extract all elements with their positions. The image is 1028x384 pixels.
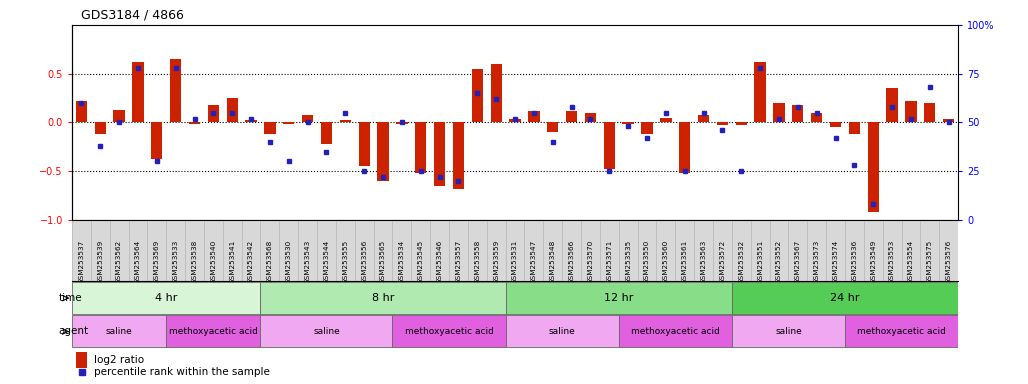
Bar [170, 59, 181, 122]
Bar [845, 315, 958, 348]
Bar [736, 122, 747, 125]
Text: saline: saline [314, 327, 340, 336]
Bar [811, 113, 822, 122]
Bar [849, 122, 860, 134]
Bar [506, 282, 732, 314]
Bar [264, 122, 276, 134]
Bar [151, 122, 162, 159]
Bar [585, 113, 596, 122]
Bar [680, 122, 691, 173]
Bar [260, 282, 506, 314]
Bar [603, 122, 615, 169]
Bar [490, 64, 502, 122]
Bar [434, 122, 445, 186]
Bar [76, 101, 87, 122]
Bar [226, 98, 237, 122]
Text: GDS3184 / 4866: GDS3184 / 4866 [81, 8, 184, 21]
Bar [623, 122, 634, 124]
Bar [260, 315, 393, 348]
Text: methoxyacetic acid: methoxyacetic acid [857, 327, 946, 336]
Bar [76, 353, 87, 368]
Bar [698, 114, 709, 122]
Bar [208, 105, 219, 122]
Text: agent: agent [59, 326, 88, 336]
Text: saline: saline [775, 327, 802, 336]
Bar [72, 315, 167, 348]
Text: methoxyacetic acid: methoxyacetic acid [405, 327, 493, 336]
Bar [773, 103, 784, 122]
Text: saline: saline [549, 327, 576, 336]
Text: 8 hr: 8 hr [372, 293, 394, 303]
Text: saline: saline [106, 327, 133, 336]
Bar [755, 62, 766, 122]
Bar [113, 110, 124, 122]
Bar [509, 119, 521, 122]
Bar [393, 315, 506, 348]
Bar [302, 114, 314, 122]
Bar [717, 122, 728, 125]
Bar [619, 315, 732, 348]
Bar [72, 282, 260, 314]
Bar [547, 122, 558, 132]
Bar [377, 122, 389, 181]
Bar [396, 122, 407, 124]
Text: methoxyacetic acid: methoxyacetic acid [631, 327, 720, 336]
Text: time: time [59, 293, 82, 303]
Bar [830, 122, 841, 127]
Bar [415, 122, 427, 173]
Bar [506, 315, 619, 348]
Bar [339, 121, 351, 122]
Text: percentile rank within the sample: percentile rank within the sample [95, 367, 270, 377]
Bar [321, 122, 332, 144]
Bar [472, 69, 483, 122]
Bar [283, 122, 294, 124]
Bar [246, 121, 257, 122]
Bar [189, 122, 200, 124]
Bar [528, 111, 540, 122]
Bar [133, 62, 144, 122]
Bar [886, 88, 897, 122]
Text: 12 hr: 12 hr [604, 293, 633, 303]
Bar [452, 122, 464, 189]
Bar [906, 101, 917, 122]
Bar [943, 119, 954, 122]
Bar [359, 122, 370, 166]
Text: log2 ratio: log2 ratio [95, 355, 144, 365]
Text: 24 hr: 24 hr [831, 293, 859, 303]
Bar [793, 105, 804, 122]
Bar [167, 315, 260, 348]
Bar [732, 282, 958, 314]
Bar [95, 122, 106, 134]
Bar [868, 122, 879, 212]
Bar [732, 315, 845, 348]
Text: methoxyacetic acid: methoxyacetic acid [169, 327, 258, 336]
Bar [660, 118, 671, 122]
Bar [641, 122, 653, 134]
Bar [924, 103, 935, 122]
Bar [566, 111, 578, 122]
Text: 4 hr: 4 hr [155, 293, 178, 303]
